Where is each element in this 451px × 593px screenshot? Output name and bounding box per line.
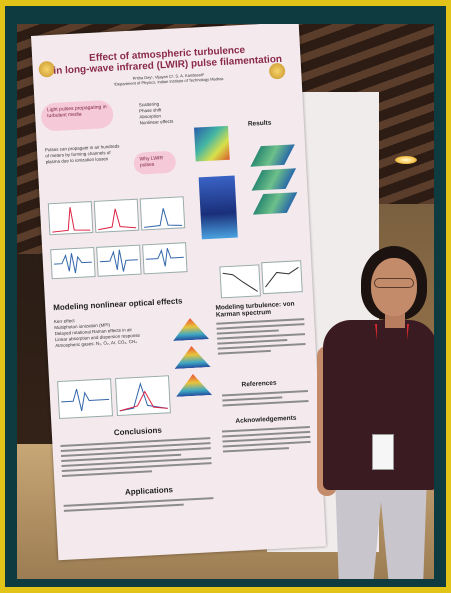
ceiling-lamp (395, 156, 417, 164)
spectrum-plot (57, 378, 114, 420)
effects-list: Scattering Phase shift Absorption Nonlin… (139, 101, 174, 127)
turbulence-spectrum-plot (219, 264, 261, 299)
plasma-slice (251, 168, 297, 191)
references-heading: References (241, 379, 277, 389)
results-heading: Results (247, 119, 272, 128)
id-badge (372, 434, 394, 470)
temporal-profile-plot (139, 196, 186, 231)
turbulence-equations (216, 318, 306, 358)
why-lwir-bubble: Why LWIR pulses (133, 150, 177, 175)
research-poster: Effect of atmospheric turbulence in long… (31, 24, 327, 561)
intensity-peak-surface (172, 317, 209, 341)
intensity-peak-surface (173, 345, 210, 369)
acknowledgements-text (221, 425, 311, 456)
frame-mat: Effect of atmospheric turbulence in long… (5, 6, 446, 587)
effect-item: Nonlinear effects (139, 118, 174, 126)
nonlinear-section-heading: Modeling nonlinear optical effects (53, 296, 183, 313)
references-text (222, 389, 309, 409)
acknowledgements-heading: Acknowledgements (235, 414, 297, 425)
spectrum-plot (115, 375, 171, 417)
temporal-profile-plot (93, 198, 140, 233)
intro-text: Pulses can propagate in air hundreds of … (44, 143, 120, 165)
intensity-peak-surface (175, 373, 212, 397)
phase-screen-heatmap (194, 125, 230, 162)
conclusions-heading: Conclusions (113, 425, 163, 438)
plasma-slice (252, 192, 298, 215)
applications-heading: Applications (124, 485, 174, 497)
photograph: Effect of atmospheric turbulence in long… (17, 24, 434, 579)
beam-profile-heatmap (198, 175, 238, 240)
temporal-profile-plot (47, 201, 94, 236)
turbulence-section-heading: Modeling turbulence: von Karman spectrum (215, 300, 295, 319)
intro-bubble: Light pulses propagating in turbulent me… (40, 99, 114, 132)
plasma-slice (250, 144, 295, 167)
waveform-plot (96, 244, 142, 277)
waveform-plot (50, 246, 96, 280)
glasses (374, 278, 414, 288)
nonlinear-items: Kerr effect Multiphoton ionization (MPI)… (54, 313, 165, 349)
applications-text (63, 497, 214, 515)
conclusions-text (60, 437, 212, 480)
turbulence-spectrum-plot (261, 260, 303, 295)
waveform-plot (142, 242, 188, 275)
